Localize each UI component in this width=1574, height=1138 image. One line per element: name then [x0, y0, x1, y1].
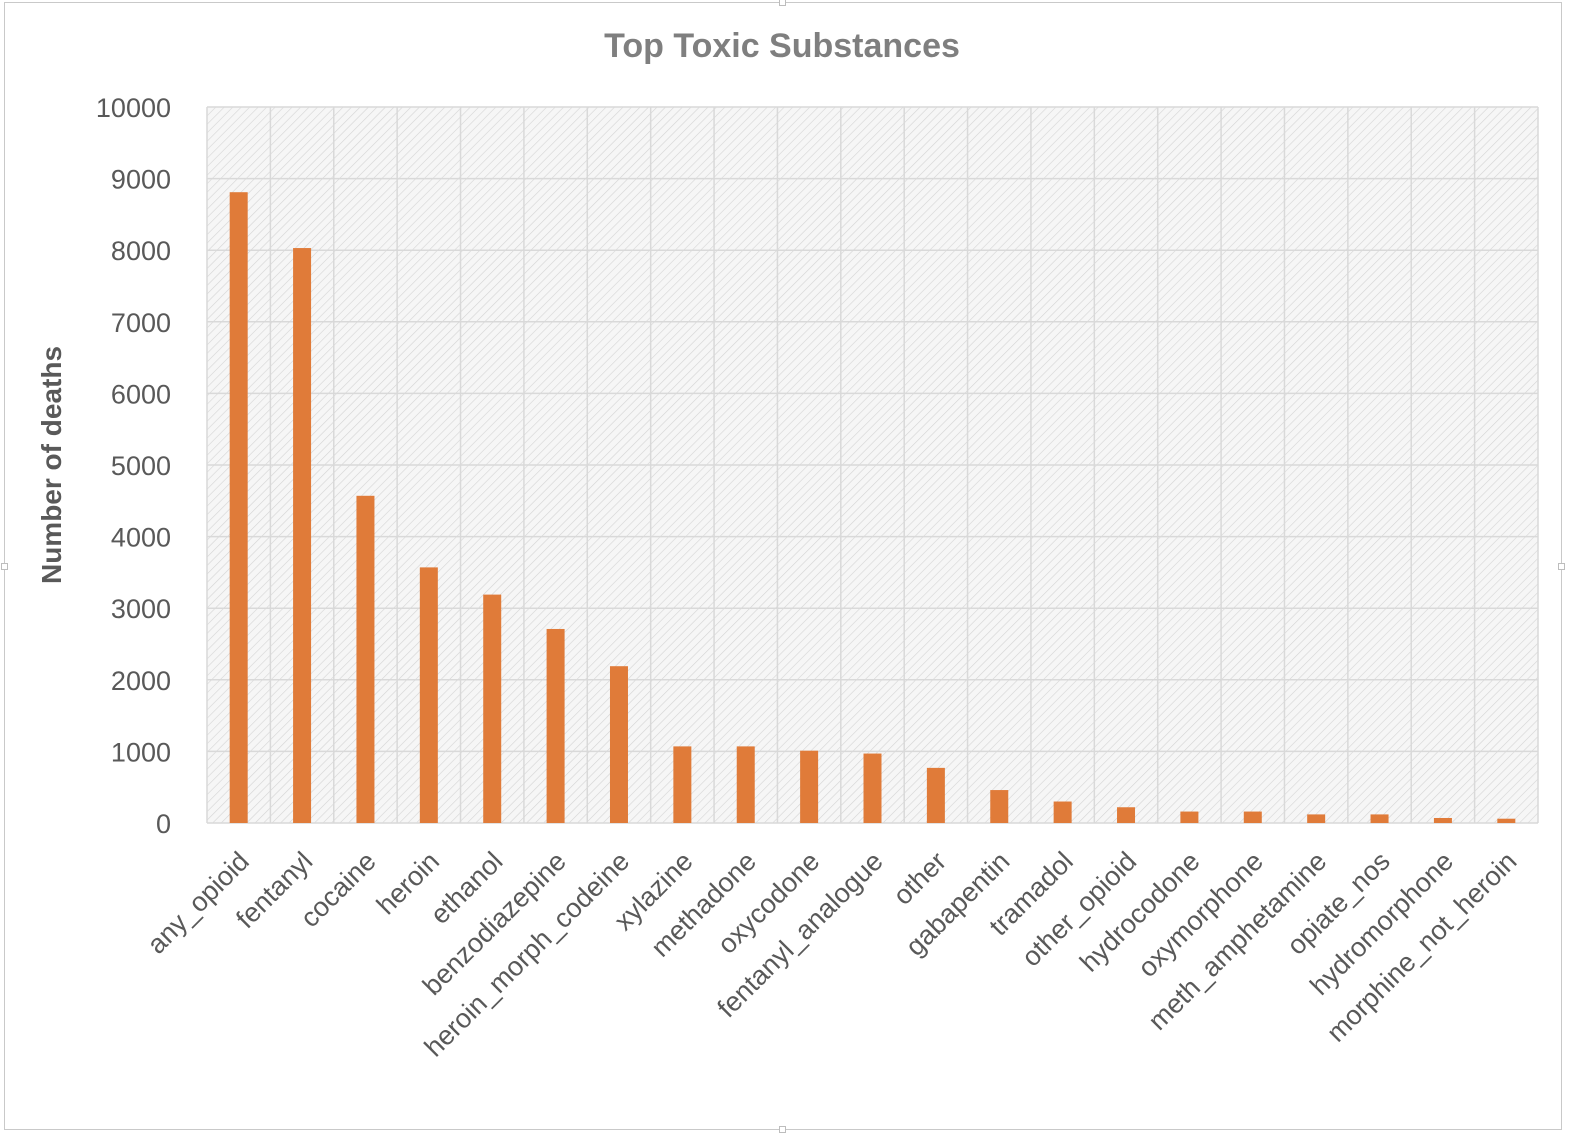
chart-title: Top Toxic Substances	[604, 27, 960, 65]
bar[interactable]	[483, 594, 502, 823]
y-tick-label: 1000	[111, 737, 171, 767]
y-tick-label: 10000	[96, 93, 171, 123]
bar[interactable]	[1497, 818, 1516, 823]
y-tick-label: 3000	[111, 594, 171, 624]
resize-handle-left[interactable]	[1, 563, 8, 570]
bar[interactable]	[1243, 811, 1262, 823]
y-tick-label: 7000	[111, 308, 171, 338]
y-axis-label: Number of deaths	[36, 346, 67, 584]
bar-series	[229, 192, 1516, 824]
x-axis-ticks: any_opioidfentanylcocaineheroinethanolbe…	[141, 846, 1522, 1063]
y-tick-label: 0	[156, 809, 171, 839]
bar[interactable]	[1370, 814, 1389, 823]
bar[interactable]	[293, 248, 312, 823]
resize-handle-right[interactable]	[1558, 563, 1565, 570]
x-tick-label: any_opioid	[141, 846, 255, 960]
bar[interactable]	[863, 753, 882, 823]
bar[interactable]	[736, 746, 755, 823]
resize-handle-bottom[interactable]	[779, 1126, 786, 1133]
bar[interactable]	[229, 192, 248, 824]
y-tick-label: 6000	[111, 379, 171, 409]
y-tick-label: 8000	[111, 236, 171, 266]
bar[interactable]	[800, 750, 819, 823]
bar[interactable]	[926, 767, 945, 823]
bar[interactable]	[609, 666, 628, 823]
bar[interactable]	[673, 746, 692, 823]
y-tick-label: 2000	[111, 666, 171, 696]
bar[interactable]	[1053, 801, 1072, 823]
bar[interactable]	[990, 790, 1009, 823]
y-tick-label: 5000	[111, 451, 171, 481]
resize-handle-top[interactable]	[779, 0, 786, 6]
bar[interactable]	[419, 567, 438, 823]
bar[interactable]	[1433, 817, 1452, 823]
bar[interactable]	[356, 495, 375, 823]
bar[interactable]	[1180, 811, 1199, 823]
bar[interactable]	[546, 628, 565, 823]
bar[interactable]	[1307, 814, 1326, 823]
y-tick-label: 4000	[111, 523, 171, 553]
y-tick-label: 9000	[111, 165, 171, 195]
y-axis-ticks: 0 1000 2000 3000 4000 5000 6000 7000 8000 9000 100…	[96, 93, 171, 839]
bar[interactable]	[1117, 807, 1136, 823]
